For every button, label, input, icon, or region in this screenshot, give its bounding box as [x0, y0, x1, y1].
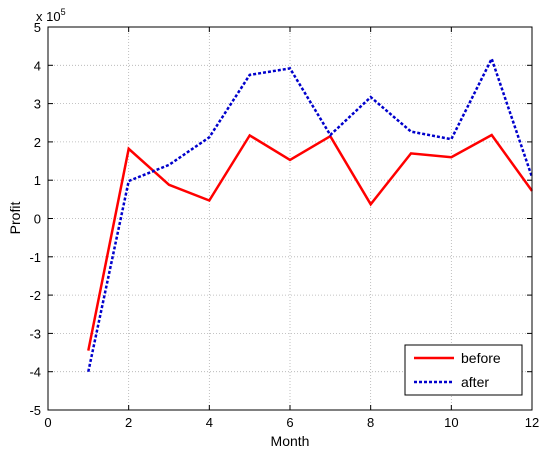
exponent-label: x 105 — [36, 7, 66, 24]
y-tick-label: 4 — [34, 58, 41, 73]
y-tick-label: -2 — [29, 288, 41, 303]
x-tick-label: 4 — [206, 415, 213, 430]
x-tick-label: 10 — [444, 415, 458, 430]
legend-label-before: before — [461, 350, 501, 366]
y-tick-label: 3 — [34, 97, 41, 112]
y-tick-label: -5 — [29, 403, 41, 418]
legend: before after — [404, 344, 523, 396]
series-group — [87, 55, 534, 372]
y-axis-label: Profit — [7, 202, 23, 235]
x-axis-label: Month — [271, 433, 310, 449]
y-tick-label: 5 — [34, 20, 41, 35]
y-tick-label: -4 — [29, 365, 41, 380]
x-tick-label: 8 — [367, 415, 374, 430]
legend-box — [404, 344, 523, 396]
y-tick-label: 0 — [34, 212, 41, 227]
x-tick-label: 2 — [125, 415, 132, 430]
y-tick-label: -1 — [29, 250, 41, 265]
y-tick-label: 2 — [34, 135, 41, 150]
x-tick-label: 0 — [44, 415, 51, 430]
y-tick-label: 1 — [34, 173, 41, 188]
x-tick-label: 12 — [525, 415, 539, 430]
series-line-before — [87, 133, 534, 351]
grid — [48, 27, 532, 410]
series-line-after — [87, 55, 534, 372]
legend-label-after: after — [461, 374, 489, 390]
y-tick-label: -3 — [29, 326, 41, 341]
x-tick-label: 6 — [286, 415, 293, 430]
